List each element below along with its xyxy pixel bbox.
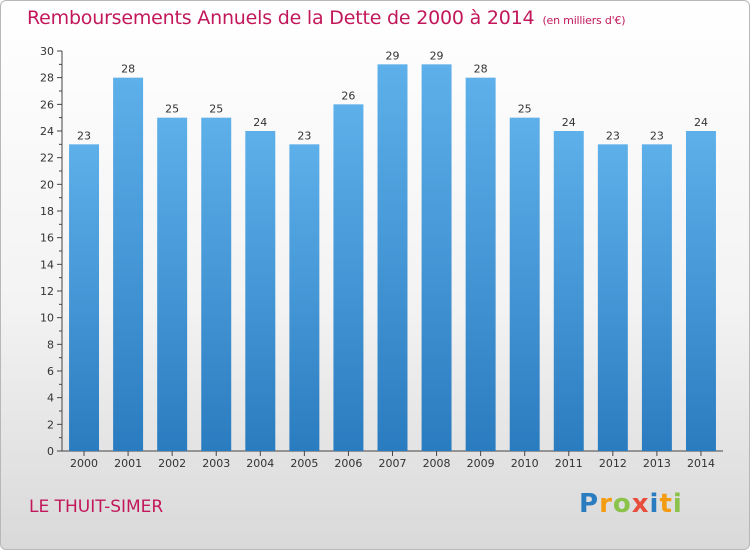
bar-value-label: 23 — [297, 129, 311, 142]
x-tick-label: 2004 — [246, 457, 274, 470]
y-tick-label: 20 — [40, 178, 54, 191]
y-tick-label: 6 — [47, 365, 54, 378]
bar-value-label: 24 — [694, 116, 708, 129]
x-tick-label: 2000 — [70, 457, 98, 470]
proxiti-logo: Proxiti — [579, 489, 683, 519]
bar-value-label: 25 — [209, 103, 223, 116]
y-tick-label: 30 — [40, 45, 54, 58]
bar — [685, 131, 716, 451]
bar-value-label: 23 — [77, 129, 91, 142]
logo-letter: i — [672, 489, 683, 519]
logo-letter: P — [579, 489, 600, 519]
y-tick-label: 28 — [40, 72, 54, 85]
y-tick-label: 26 — [40, 98, 54, 111]
chart-title-text: Remboursements Annuels de la Dette de 20… — [27, 7, 535, 29]
bar-value-label: 25 — [518, 103, 532, 116]
x-tick-label: 2007 — [379, 457, 407, 470]
bar — [245, 131, 276, 451]
y-tick-label: 12 — [40, 285, 54, 298]
x-tick-label: 2009 — [467, 457, 495, 470]
bar-value-label: 25 — [165, 103, 179, 116]
x-tick-label: 2011 — [555, 457, 583, 470]
y-tick-label: 16 — [40, 232, 54, 245]
bar-value-label: 24 — [562, 116, 576, 129]
x-tick-label: 2012 — [599, 457, 627, 470]
x-tick-label: 2003 — [202, 457, 230, 470]
logo-letter: t — [659, 489, 673, 519]
x-tick-label: 2001 — [114, 457, 142, 470]
bar — [553, 131, 584, 451]
bar — [465, 77, 496, 452]
x-tick-label: 2014 — [687, 457, 715, 470]
y-tick-label: 24 — [40, 125, 54, 138]
plot-area: 0246810121416182022242628302320002820012… — [40, 45, 723, 470]
bar — [377, 64, 408, 452]
chart-title: Remboursements Annuels de la Dette de 20… — [27, 7, 626, 29]
logo-letter: r — [599, 489, 613, 519]
y-tick-label: 4 — [47, 392, 54, 405]
logo-letter: x — [631, 489, 650, 519]
bar-value-label: 23 — [606, 129, 620, 142]
bar-value-label: 24 — [253, 116, 267, 129]
town-name: LE THUIT-SIMER — [29, 497, 164, 517]
bar — [157, 117, 188, 452]
bar — [289, 144, 320, 452]
bar — [509, 117, 540, 452]
y-tick-label: 10 — [40, 312, 54, 325]
logo-letter: i — [649, 489, 660, 519]
bar — [597, 144, 628, 452]
y-tick-label: 22 — [40, 152, 54, 165]
x-tick-label: 2005 — [290, 457, 318, 470]
bar-value-label: 26 — [341, 89, 355, 102]
y-tick-label: 8 — [47, 338, 54, 351]
bar — [69, 144, 100, 452]
x-tick-label: 2010 — [511, 457, 539, 470]
x-tick-label: 2006 — [334, 457, 362, 470]
x-tick-label: 2008 — [423, 457, 451, 470]
bar — [333, 104, 364, 451]
x-tick-label: 2002 — [158, 457, 186, 470]
y-tick-label: 14 — [40, 258, 54, 271]
bar-value-label: 29 — [386, 49, 400, 62]
y-tick-label: 0 — [47, 445, 54, 458]
logo-letter: o — [612, 489, 632, 519]
chart-unit-label: (en milliers d'€) — [542, 14, 626, 27]
bar-value-label: 23 — [650, 129, 664, 142]
bar — [113, 77, 144, 452]
x-tick-label: 2013 — [643, 457, 671, 470]
y-tick-label: 2 — [47, 418, 54, 431]
bar-value-label: 28 — [121, 63, 135, 76]
y-tick-label: 18 — [40, 205, 54, 218]
bar-value-label: 29 — [430, 49, 444, 62]
bar — [201, 117, 232, 452]
bar — [641, 144, 672, 452]
bar-value-label: 28 — [474, 63, 488, 76]
bar — [421, 64, 452, 452]
